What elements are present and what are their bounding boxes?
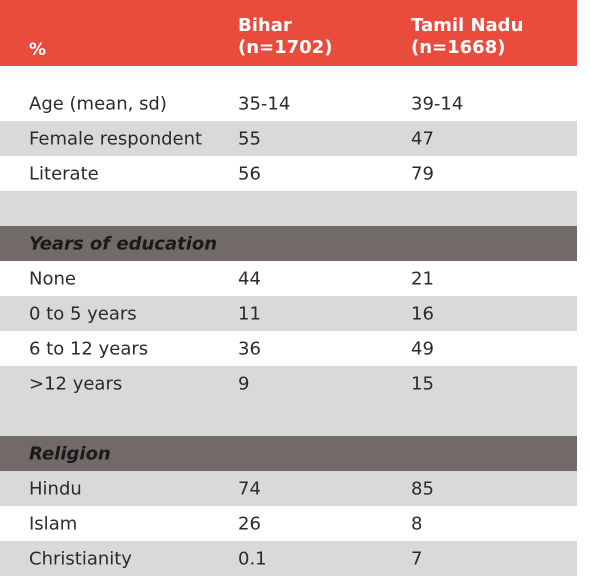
- table-row: Female respondent 55 47: [0, 121, 577, 156]
- table-row: Islam 26 8: [0, 506, 577, 541]
- table-row: Literate 56 79: [0, 156, 577, 191]
- row-bihar-value: 44: [238, 268, 261, 289]
- row-tn-value: 21: [411, 268, 434, 289]
- row-label: Female respondent: [29, 128, 203, 149]
- header-bihar-n: (n=1702): [238, 37, 333, 58]
- table-header: % Bihar (n=1702) Tamil Nadu (n=1668): [0, 0, 577, 66]
- row-tn-value: 79: [411, 163, 434, 184]
- spacer: [0, 66, 577, 86]
- row-bihar-value: 26: [238, 513, 261, 534]
- row-tn-value: 47: [411, 128, 434, 149]
- row-label: 0 to 5 years: [29, 303, 137, 324]
- row-label: Age (mean, sd): [29, 93, 167, 114]
- row-label: >12 years: [29, 373, 123, 394]
- row-label: 6 to 12 years: [29, 338, 149, 359]
- row-tn-value: 39-14: [411, 93, 464, 114]
- row-tn-value: 15: [411, 373, 434, 394]
- row-tn-value: 85: [411, 478, 434, 499]
- section-title: Religion: [29, 443, 111, 464]
- table-row: Hindu 74 85: [0, 471, 577, 506]
- row-tn-value: 16: [411, 303, 434, 324]
- section-header-education: Years of education: [0, 226, 577, 261]
- header-bihar: Bihar (n=1702): [238, 15, 332, 59]
- row-bihar-value: 9: [238, 373, 250, 394]
- row-label: Hindu: [29, 478, 82, 499]
- row-tn-value: 7: [411, 548, 423, 569]
- row-bihar-value: 35-14: [238, 93, 291, 114]
- header-percent: %: [29, 40, 47, 60]
- demographics-table: % Bihar (n=1702) Tamil Nadu (n=1668) Age…: [0, 0, 577, 576]
- row-tn-value: 8: [411, 513, 423, 534]
- section-header-religion: Religion: [0, 436, 577, 471]
- section-title: Years of education: [29, 233, 218, 254]
- header-bihar-name: Bihar: [238, 15, 292, 36]
- row-bihar-value: 36: [238, 338, 261, 359]
- row-label: Literate: [29, 163, 99, 184]
- table-row: None 44 21: [0, 261, 577, 296]
- table-row: Age (mean, sd) 35-14 39-14: [0, 86, 577, 121]
- table-row: Christianity 0.1 7: [0, 541, 577, 576]
- row-bihar-value: 11: [238, 303, 261, 324]
- row-bihar-value: 74: [238, 478, 261, 499]
- row-tn-value: 49: [411, 338, 434, 359]
- header-tn-n: (n=1668): [411, 37, 506, 58]
- row-label: Islam: [29, 513, 78, 534]
- spacer: [0, 401, 577, 436]
- row-label: None: [29, 268, 76, 289]
- table-row: 6 to 12 years 36 49: [0, 331, 577, 366]
- row-bihar-value: 55: [238, 128, 261, 149]
- row-bihar-value: 56: [238, 163, 261, 184]
- table-row: 0 to 5 years 11 16: [0, 296, 577, 331]
- spacer: [0, 191, 577, 226]
- header-tn-name: Tamil Nadu: [411, 15, 524, 36]
- row-label: Christianity: [29, 548, 132, 569]
- header-tamil-nadu: Tamil Nadu (n=1668): [411, 15, 523, 59]
- row-bihar-value: 0.1: [238, 548, 267, 569]
- table-row: >12 years 9 15: [0, 366, 577, 401]
